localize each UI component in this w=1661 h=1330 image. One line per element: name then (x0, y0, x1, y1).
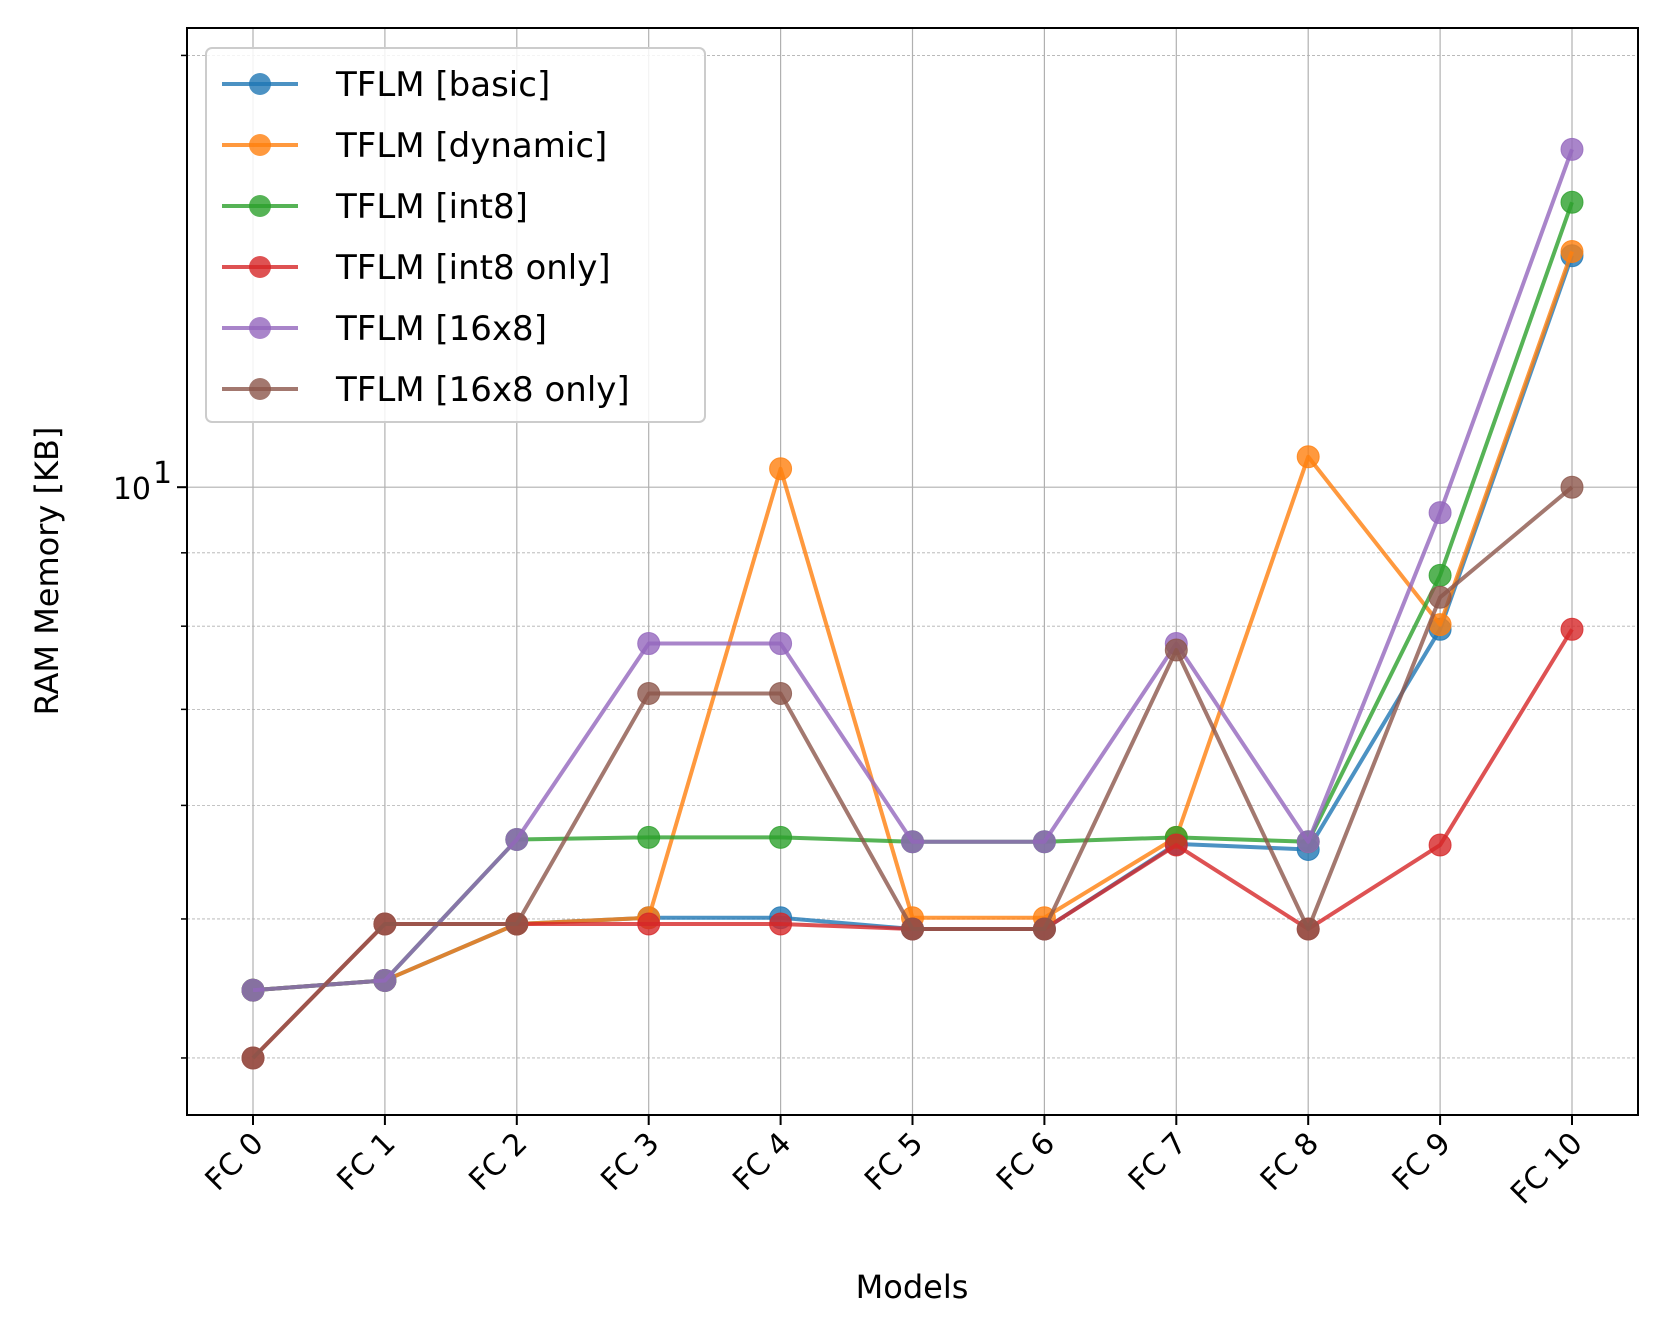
data-point (1560, 475, 1584, 499)
legend-item: TFLM [16x8 only] (222, 370, 630, 410)
legend-item: TFLM [16x8] (222, 309, 547, 349)
data-point (1428, 501, 1452, 525)
data-point (1296, 445, 1320, 469)
data-point (241, 978, 265, 1002)
legend-label: TFLM [16x8] (335, 309, 547, 349)
legend-marker (249, 195, 271, 217)
data-point (1428, 585, 1452, 609)
legend-marker (249, 378, 271, 400)
data-point (769, 682, 793, 706)
legend: TFLM [basic] TFLM [dynamic] TFLM [int8] TFL… (205, 47, 706, 423)
data-point (637, 632, 661, 656)
data-point (1560, 617, 1584, 641)
legend-marker (249, 317, 271, 339)
data-point (637, 825, 661, 849)
data-point (769, 632, 793, 656)
data-point (373, 968, 397, 992)
data-point (1428, 833, 1452, 857)
legend-item: TFLM [basic] (222, 65, 550, 105)
legend-label: TFLM [int8 only] (335, 248, 611, 288)
data-point (1296, 830, 1320, 854)
data-point (1560, 239, 1584, 263)
x-axis-label: Models (856, 1268, 969, 1306)
data-point (373, 912, 397, 936)
data-point (1032, 830, 1056, 854)
data-point (1560, 190, 1584, 214)
data-point (1164, 833, 1188, 857)
legend-item: TFLM [int8 only] (222, 248, 611, 288)
legend-box (205, 47, 706, 423)
data-point (769, 912, 793, 936)
data-point (241, 1046, 265, 1070)
data-point (505, 912, 529, 936)
legend-marker (249, 73, 271, 95)
legend-marker (249, 134, 271, 156)
data-point (1032, 917, 1056, 941)
data-point (901, 917, 924, 941)
legend-label: TFLM [int8] (335, 187, 528, 227)
y-axis-label: RAM Memory [KB] (28, 427, 66, 716)
legend-label: TFLM [16x8 only] (335, 370, 630, 410)
data-point (637, 912, 661, 936)
series-group (241, 137, 1584, 1070)
data-point (769, 457, 793, 481)
data-point (637, 682, 661, 706)
y-tick-label: 10 (113, 472, 151, 507)
y-tick-label-exponent: 1 (153, 456, 172, 491)
legend-label: TFLM [dynamic] (335, 126, 607, 166)
legend-label: TFLM [basic] (335, 65, 550, 105)
legend-item: TFLM [dynamic] (222, 126, 607, 166)
data-point (901, 830, 924, 854)
legend-item: TFLM [int8] (222, 187, 528, 227)
data-point (1560, 137, 1584, 161)
data-point (769, 825, 793, 849)
data-point (1296, 917, 1320, 941)
data-point (1164, 638, 1188, 662)
series-5 (241, 475, 1584, 1070)
data-point (1428, 563, 1452, 587)
data-point (505, 828, 529, 852)
legend-marker (249, 256, 271, 278)
